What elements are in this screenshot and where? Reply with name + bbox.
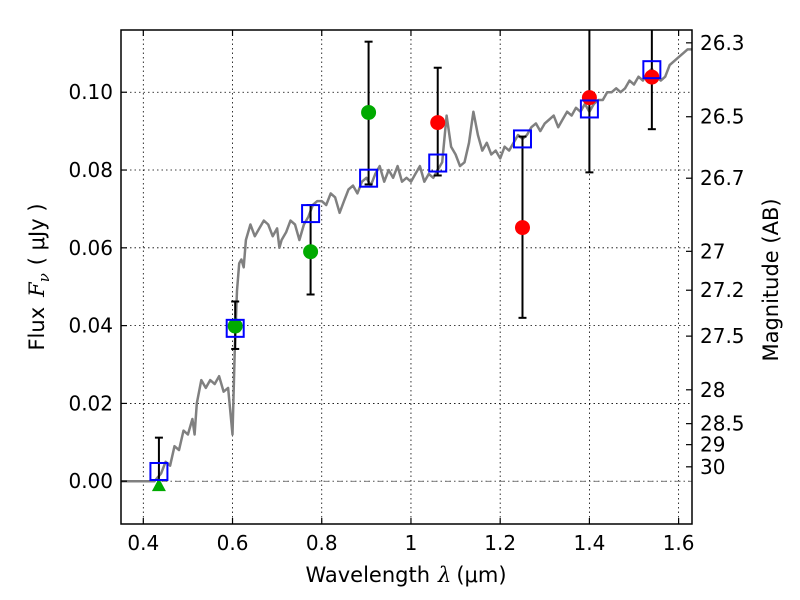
x-tick-label: 1 bbox=[405, 531, 418, 555]
y-axis-label-unit: ( μJy ) bbox=[25, 203, 49, 265]
plot-contents bbox=[121, 30, 692, 524]
y2-axis-label: Magnitude (AB) bbox=[759, 198, 783, 361]
x-tick-label: 1.4 bbox=[573, 531, 605, 555]
x-tick-label: 1.2 bbox=[484, 531, 516, 555]
y-tick-label: 0.06 bbox=[68, 236, 113, 260]
model-photometry-square bbox=[225, 318, 245, 338]
y2-tick-label: 29 bbox=[700, 433, 725, 457]
model-photometry-square bbox=[579, 99, 599, 119]
y2-tick-label: 28.5 bbox=[700, 412, 745, 436]
y2-tick-label: 27.2 bbox=[700, 278, 745, 302]
acs-data-point bbox=[303, 244, 319, 260]
y2-tick-label: 27 bbox=[700, 239, 725, 263]
x-tick-label: 0.8 bbox=[306, 531, 338, 555]
x-tick-label: 0.4 bbox=[127, 531, 159, 555]
wfc3-data-point bbox=[514, 220, 530, 236]
x-axis-label-symbol: λ bbox=[437, 563, 451, 587]
y2-tick-label: 26.5 bbox=[700, 105, 745, 129]
x-tick-label: 0.6 bbox=[217, 531, 249, 555]
acs-upper-limit-marker bbox=[151, 478, 166, 492]
model-photometry-square bbox=[428, 153, 448, 173]
y-tick-label: 0.00 bbox=[68, 469, 113, 493]
y2-tick-label: 26.3 bbox=[700, 31, 745, 55]
model-spectrum-line bbox=[121, 48, 692, 483]
plot-area bbox=[121, 30, 692, 524]
y2-tick-label: 27.5 bbox=[700, 324, 745, 348]
model-photometry-square bbox=[359, 168, 379, 188]
model-photometry-square bbox=[301, 204, 321, 224]
x-axis-label-unit: (μm) bbox=[456, 563, 506, 587]
y-axis-label-symbol: F bbox=[25, 281, 49, 298]
y-tick-label: 0.04 bbox=[68, 314, 113, 338]
x-axis-label-text: Wavelength bbox=[305, 563, 430, 587]
y-axis-label: Flux Fν ( μJy ) bbox=[25, 203, 53, 350]
y2-tick-label: 30 bbox=[700, 455, 725, 479]
x-tick-label: 1.6 bbox=[663, 531, 695, 555]
wfc3-data-point bbox=[644, 69, 660, 85]
x-axis-label: Wavelength λ (μm) bbox=[305, 563, 506, 587]
acs-data-point bbox=[227, 318, 243, 334]
y-axis-label-text: Flux bbox=[25, 307, 49, 351]
y-tick-label: 0.02 bbox=[68, 391, 113, 415]
model-photometry-square bbox=[512, 129, 532, 149]
wfc3-data-point bbox=[581, 90, 597, 106]
wfc3-data-point bbox=[430, 115, 446, 131]
y-axis-label-subscript: ν bbox=[35, 273, 53, 282]
axis-ticks: 0.4 0.6 0.8 1 1.2 1.4 1.6 0.00 0.02 0.04 0.06 0.08 0… bbox=[68, 30, 745, 555]
y-tick-label: 0.10 bbox=[68, 80, 113, 104]
model-photometry-square bbox=[642, 60, 662, 80]
y2-tick-label: 28 bbox=[700, 378, 725, 402]
y-tick-label: 0.08 bbox=[68, 158, 113, 182]
acs-data-point bbox=[361, 104, 377, 120]
y2-tick-label: 26.7 bbox=[700, 166, 745, 190]
model-photometry-square bbox=[149, 461, 169, 481]
plot-frame bbox=[120, 29, 693, 525]
